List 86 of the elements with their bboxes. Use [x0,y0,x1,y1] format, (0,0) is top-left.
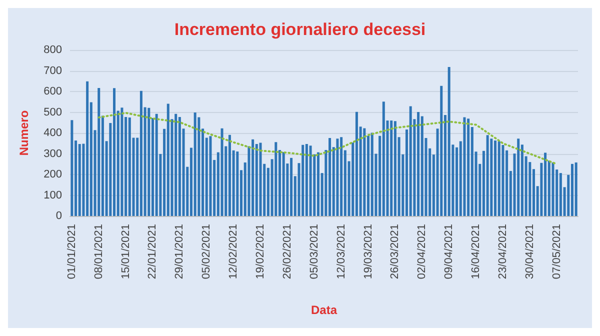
x-tick-label: 19/02/2021 [254,224,266,280]
bar [128,117,131,216]
x-tick-label: 02/04/2021 [416,224,428,280]
x-tick-label: 08/01/2021 [92,224,105,280]
x-tick-label: 30/04/2021 [524,224,536,280]
y-tick-label: 0 [56,210,62,222]
bar [420,116,424,216]
x-tick-label: 09/04/2021 [443,224,456,280]
bar [316,152,320,216]
bar [467,118,470,216]
bar [370,132,374,216]
y-tick-label: 300 [44,148,62,160]
bar [194,112,196,216]
y-tick-label: 200 [44,168,62,180]
y-tick-label: 700 [44,64,62,77]
bar [228,134,231,216]
bar [502,145,504,216]
bar [178,117,181,216]
bar [282,152,285,216]
x-tick-label: 26/03/2021 [389,224,402,280]
bar [236,151,239,216]
x-tick-label: 12/02/2021 [228,224,240,280]
bar [355,112,358,216]
line-series [98,112,558,166]
bar [290,158,293,216]
bar [120,108,124,216]
bar [78,144,81,216]
x-axis-title: Data [310,303,338,317]
bar [174,114,178,216]
bar [463,117,466,216]
bar [409,106,412,216]
bar [302,144,304,216]
bar [309,146,312,216]
y-tick-label: 800 [44,44,62,56]
bar [86,81,89,216]
bar [544,152,547,216]
bar [70,120,74,216]
bar [98,88,100,216]
bar [166,104,170,216]
bar [328,138,332,216]
x-tick-label: 05/03/2021 [308,224,320,280]
bar [340,137,343,216]
bar [252,139,254,216]
bar [363,128,366,216]
bar [490,138,493,216]
bar [390,120,393,216]
bar [559,173,562,216]
bar [305,144,308,216]
x-tick-label: 22/01/2021 [146,224,159,280]
y-axis-title: Numero [17,110,31,156]
x-tick-label: 05/02/2021 [200,224,213,280]
bar [417,112,420,216]
x-tick-label: 23/04/2021 [496,224,509,280]
bar [486,135,489,216]
y-tick-label: 500 [44,106,62,118]
bar [498,141,500,216]
x-tick-label: 07/05/2021 [550,224,563,280]
bar [336,138,339,216]
chart-title: Incremento giornaliero decessi [174,20,426,39]
bar [440,86,443,216]
y-tick-label: 600 [44,86,62,98]
bar [259,142,262,216]
x-tick-label: 26/02/2021 [281,224,294,280]
bar [155,114,158,216]
bar [570,164,574,216]
x-tick-label: 12/03/2021 [335,224,348,280]
x-tick-label: 29/01/2021 [174,224,186,280]
bar [220,128,224,216]
x-tick-label: 01/01/2021 [66,224,78,280]
bar [574,162,578,216]
bar [552,162,554,216]
bar [148,108,150,216]
bar [494,140,497,216]
bar [113,88,116,216]
bar [382,102,385,216]
bar [448,67,450,216]
bar [140,90,142,216]
x-tick-label: 15/01/2021 [120,224,132,280]
x-tick-label: 19/03/2021 [362,224,374,280]
y-tick-label: 400 [44,127,62,139]
y-tick-label: 100 [44,189,62,202]
bar [274,142,278,216]
bar [517,138,520,216]
bar [394,121,396,216]
x-tick-label: 16/04/2021 [470,224,482,280]
bar [209,136,212,216]
